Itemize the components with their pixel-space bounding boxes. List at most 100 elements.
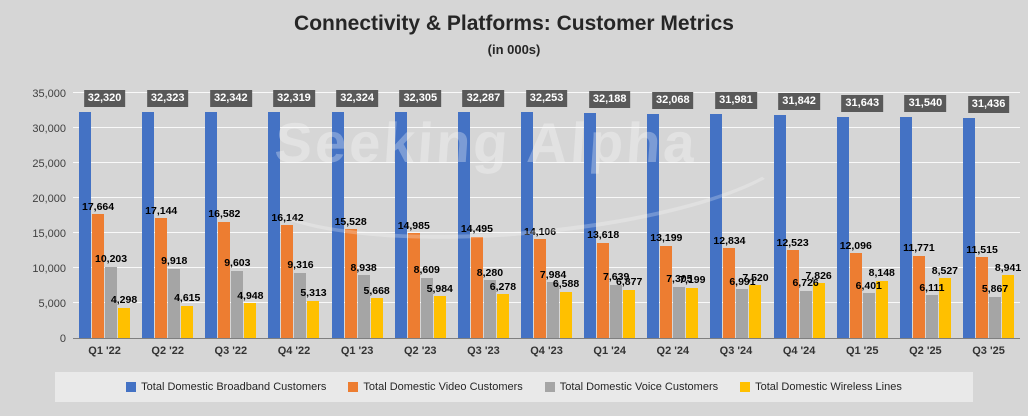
bar-video (407, 233, 420, 338)
video-value-label: 13,199 (650, 232, 683, 245)
gridline (73, 232, 1020, 233)
voice-value-label: 9,603 (224, 257, 251, 270)
voice-value-label: 7,639 (603, 271, 630, 284)
x-tick-label: Q3 '24 (719, 345, 753, 357)
legend-label-wireless: Total Domestic Wireless Lines (755, 381, 902, 393)
wireless-value-label: 8,941 (994, 261, 1022, 274)
bar-video (534, 239, 547, 338)
wireless-value-label: 4,948 (237, 289, 264, 302)
bar-voice (168, 268, 181, 338)
x-tick-label: Q3 '23 (467, 345, 500, 357)
wireless-value-label: 7,520 (742, 271, 769, 284)
bar-wireless (938, 278, 951, 338)
bar-broadband (584, 112, 597, 338)
wireless-value-label: 5,668 (363, 284, 390, 297)
bar-broadband (963, 117, 976, 338)
wireless-value-label: 5,313 (300, 287, 327, 300)
video-value-label: 11,515 (966, 243, 998, 256)
bar-wireless (244, 303, 257, 338)
legend-swatch-voice (544, 382, 555, 392)
gridline (73, 127, 1020, 128)
voice-value-label: 9,918 (161, 255, 188, 268)
voice-value-label: 9,316 (287, 259, 314, 272)
wireless-value-label: 6,877 (616, 276, 643, 289)
broadband-value-badge: 31,981 (715, 92, 757, 110)
legend-item-video: Total Domestic Video Customers (348, 381, 523, 393)
bar-voice (294, 272, 307, 338)
bar-broadband (142, 111, 155, 338)
bar-row (957, 93, 1020, 338)
gridline (73, 197, 1020, 198)
bar-broadband (205, 111, 218, 338)
broadband-value-badge: 32,287 (462, 90, 505, 107)
bar-voice (673, 286, 686, 338)
legend-label-broadband: Total Domestic Broadband Customers (141, 381, 327, 393)
y-tick-label: 0 (59, 333, 66, 345)
wireless-value-label: 8,527 (931, 264, 959, 277)
bar-video (597, 242, 610, 338)
y-tick-label: 10,000 (32, 263, 66, 276)
wireless-value-label: 8,148 (868, 267, 895, 280)
y-tick-label: 20,000 (32, 193, 66, 206)
bar-broadband (268, 111, 281, 338)
bar-wireless (1002, 275, 1015, 338)
broadband-value-badge: 31,643 (841, 94, 884, 112)
legend-swatch-broadband (126, 382, 137, 392)
video-value-label: 17,144 (145, 204, 178, 217)
voice-value-label: 8,609 (413, 264, 440, 277)
bar-video (976, 257, 989, 338)
broadband-value-badge: 32,188 (588, 90, 631, 108)
bar-broadband (710, 114, 723, 338)
bar-wireless (623, 289, 636, 338)
bar-voice (610, 284, 623, 338)
x-tick-label: Q2 '24 (656, 345, 690, 357)
legend-swatch-wireless (740, 382, 751, 392)
video-value-label: 14,106 (523, 225, 557, 238)
wireless-value-label: 5,984 (426, 282, 453, 295)
broadband-value-badge: 32,319 (273, 89, 315, 107)
legend-swatch-video (348, 382, 359, 392)
voice-value-label: 7,984 (539, 268, 567, 281)
bar-row (704, 93, 767, 338)
bar-wireless (560, 291, 573, 338)
plot-area: 32,320 17,664 10,203 4,298 32,323 17,144 9,918… (73, 89, 1022, 339)
bar-voice (357, 275, 370, 338)
bar-voice (483, 280, 496, 338)
bar-row (831, 93, 894, 338)
bar-group: 31,842 12,523 6,726 7,826 (768, 93, 832, 338)
bar-row (452, 93, 515, 338)
voice-value-label: 6,991 (729, 275, 756, 288)
x-tick-label: Q2 '25 (909, 345, 942, 357)
broadband-value-badge: 32,323 (146, 89, 189, 107)
legend: Total Domestic Broadband Customers Total … (55, 372, 973, 402)
bar-voice (231, 270, 244, 338)
voice-value-label: 10,203 (95, 253, 128, 266)
video-value-label: 11,771 (903, 242, 935, 255)
bar-group: 32,305 14,985 8,609 5,984 (389, 89, 453, 338)
bar-video (912, 255, 925, 338)
bar-row (389, 93, 452, 338)
bar-group: 32,342 16,582 9,603 4,948 (199, 89, 264, 338)
bar-wireless (370, 298, 383, 338)
x-tick-label: Q2 '22 (151, 345, 184, 357)
bar-video (155, 218, 168, 338)
bar-row (578, 93, 641, 338)
bar-row (136, 93, 199, 338)
x-tick-label: Q4 '24 (782, 345, 816, 357)
wireless-value-label: 6,588 (552, 278, 580, 291)
legend-item-wireless: Total Domestic Wireless Lines (740, 381, 902, 393)
y-tick-label: 25,000 (32, 158, 66, 170)
bar-broadband (79, 111, 92, 338)
bar-video (723, 248, 736, 338)
legend-item-broadband: Total Domestic Broadband Customers (126, 381, 326, 393)
bar-video (849, 253, 862, 338)
bar-broadband (773, 115, 786, 338)
wireless-value-label: 6,278 (489, 280, 517, 293)
broadband-value-badge: 32,320 (83, 89, 126, 107)
chart-subtitle: (in 000s) (487, 42, 541, 57)
bar-broadband (521, 112, 534, 338)
bar-video (281, 225, 294, 338)
voice-value-label: 5,867 (981, 283, 1009, 296)
legend-label-video: Total Domestic Video Customers (363, 381, 523, 393)
